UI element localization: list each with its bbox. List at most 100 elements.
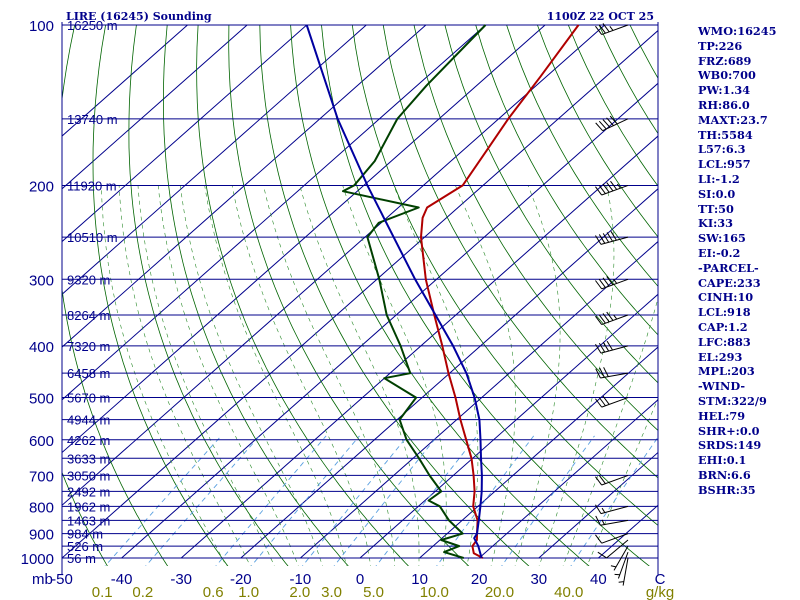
mixing-ratio-label: 0.1 — [92, 584, 113, 600]
barb-half-flag — [601, 507, 606, 513]
barb-flag — [602, 119, 611, 128]
moist-adiabat-line — [299, 185, 420, 566]
index-item: FRZ:689 — [698, 53, 752, 68]
moist-adiabat-line — [204, 185, 347, 566]
barb-shaft — [600, 519, 629, 526]
index-item: LCL:957 — [698, 157, 751, 172]
pressure-tick-label: 100 — [29, 18, 54, 35]
dry-adiabat-line — [506, 24, 658, 287]
background-grid — [62, 24, 658, 566]
barb-flag — [595, 186, 603, 196]
barb-flag — [599, 367, 605, 378]
wind-barb — [595, 23, 629, 36]
isotherm-line — [62, 24, 486, 401]
mixing-ratio-label: 3.0 — [321, 584, 342, 600]
barb-shaft — [617, 551, 629, 579]
wind-barb — [597, 539, 629, 559]
barb-flag — [602, 233, 610, 243]
barb-flag — [598, 314, 606, 324]
index-item: CINH:10 — [698, 290, 754, 305]
mixing-ratio-line — [215, 435, 327, 566]
barb-flag — [595, 368, 601, 379]
index-item: CAPE:233 — [698, 275, 761, 290]
barb-shaft — [601, 184, 629, 196]
barb-shaft — [622, 557, 629, 586]
temperature-tick-label: 40 — [590, 571, 607, 588]
temperature-tick-label: -40 — [111, 571, 133, 588]
barb-flag — [598, 342, 606, 353]
mixing-ratio-line — [375, 435, 478, 566]
dry-adiabat-line — [62, 24, 169, 566]
dry-adiabat-line — [196, 24, 409, 566]
dry-adiabat-line — [228, 24, 470, 566]
temperature-tick-label: -30 — [170, 571, 192, 588]
pressure-tick-label: 500 — [29, 391, 54, 408]
mixing-ratio-label: 20.0 — [485, 584, 514, 600]
barb-half-flag — [601, 519, 605, 525]
barb-shaft — [602, 118, 629, 132]
moist-adiabat-line — [538, 185, 615, 566]
barb-flag — [606, 117, 614, 126]
height-label: 4944 m — [67, 413, 110, 428]
wind-barb — [595, 231, 629, 245]
index-item: MAXT:23.7 — [698, 112, 768, 127]
barb-shaft — [601, 474, 629, 486]
mixing-ratio-label: 2.0 — [289, 584, 310, 600]
moist-adiabat-line — [455, 185, 516, 566]
index-item: TH:5584 — [698, 127, 753, 142]
barb-half-flag — [616, 183, 621, 189]
temperature-tick-label: 20 — [471, 571, 488, 588]
isotherm-line — [538, 451, 658, 559]
pressure-tick-label: 400 — [29, 339, 54, 356]
moist-adiabat-line — [231, 185, 371, 566]
wind-barb — [595, 395, 629, 408]
dry-adiabat-line — [92, 24, 229, 566]
pressure-tick-label: 200 — [29, 178, 54, 195]
moist-adiabat-line — [118, 185, 251, 566]
height-label: 7320 m — [67, 339, 110, 354]
wind-barb — [595, 311, 629, 326]
barb-flag — [602, 341, 610, 352]
isotherm-line — [62, 24, 248, 190]
dry-adiabat-line — [444, 24, 658, 384]
index-item: -WIND- — [698, 379, 746, 394]
barb-flag — [606, 340, 613, 351]
chart-timestamp: 1100Z 22 OCT 25 — [547, 10, 654, 23]
pressure-tick-label: 1000 — [21, 551, 54, 568]
index-item: KI:33 — [698, 216, 733, 231]
index-item: MPL:203 — [698, 364, 755, 379]
temperature-tick-label: -10 — [290, 571, 312, 588]
pressure-tick-label: 300 — [29, 272, 54, 289]
dry-adiabat-line — [413, 24, 658, 431]
isotherm-line — [300, 240, 658, 559]
isotherm-line — [419, 346, 658, 559]
barb-flag — [598, 278, 606, 288]
barb-flag — [598, 234, 606, 244]
index-item: EI:-0.2 — [698, 245, 741, 260]
index-item: BRN:6.6 — [698, 467, 751, 482]
barb-half-flag — [613, 278, 618, 284]
dry-adiabat-line — [128, 24, 289, 566]
mixing-ratio-label: 1.0 — [238, 584, 259, 600]
pressure-tick-label: 700 — [29, 468, 54, 485]
height-label: 984 m — [67, 527, 103, 542]
moist-adiabat-line — [586, 397, 658, 566]
mixing-ratio-line — [301, 435, 409, 566]
index-item: HEL:79 — [698, 408, 746, 423]
index-item: LI:-1.2 — [698, 171, 740, 186]
barb-shaft — [601, 397, 629, 408]
wind-barb — [595, 115, 629, 132]
barb-flag — [603, 367, 609, 377]
barb-flag — [595, 122, 603, 132]
barb-flag — [595, 504, 602, 514]
barb-shaft — [601, 24, 629, 36]
moist-adiabat-line — [562, 297, 658, 566]
sounding-indices-panel: WMO:16245 TP:226 FRZ:689 WB0:700 PW:1.34 RH:8… — [698, 24, 777, 498]
index-item: WB0:700 — [698, 68, 756, 83]
temperature-tick-label: 30 — [530, 571, 547, 588]
mixing-ratio-label: 0.6 — [203, 584, 224, 600]
barb-shaft — [600, 345, 629, 354]
moist-adiabat-line — [180, 185, 323, 566]
wind-barb — [610, 545, 629, 571]
